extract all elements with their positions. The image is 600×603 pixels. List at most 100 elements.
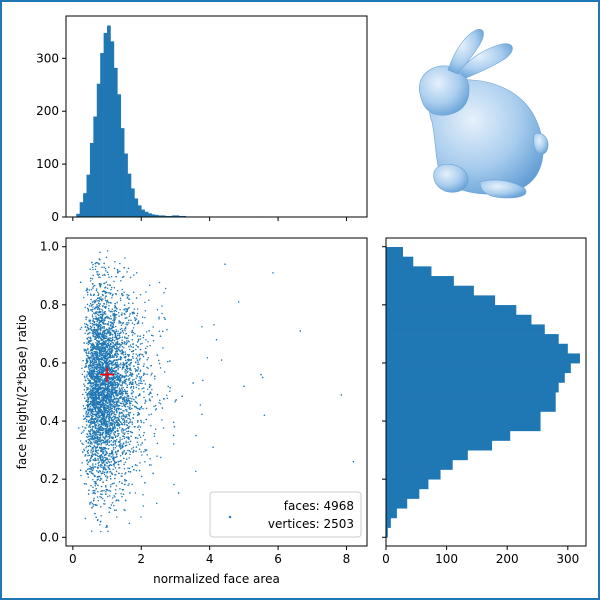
scatter-point	[107, 349, 109, 351]
scatter-point	[89, 420, 91, 422]
scatter-point	[110, 424, 112, 426]
scatter-point	[89, 371, 91, 373]
scatter-point	[134, 426, 136, 428]
top-hist-bar	[121, 128, 125, 217]
scatter-point	[136, 357, 138, 359]
scatter-point	[130, 346, 132, 348]
scatter-point	[119, 437, 121, 439]
scatter-point	[118, 405, 120, 407]
scatter-point	[91, 374, 93, 376]
scatter-point	[110, 378, 112, 380]
scatter-point	[135, 437, 137, 439]
scatter-point	[121, 417, 123, 419]
scatter-point	[97, 300, 99, 302]
scatter-point	[112, 412, 114, 414]
scatter-point	[98, 293, 100, 295]
scatter-point	[90, 338, 92, 340]
scatter-point	[111, 387, 113, 389]
scatter-point	[140, 444, 142, 446]
scatter-point	[107, 403, 109, 405]
scatter-point	[109, 462, 111, 464]
scatter-point	[165, 288, 167, 290]
scatter-point	[87, 389, 89, 391]
scatter-point	[110, 361, 112, 363]
scatter-point	[97, 365, 99, 367]
scatter-point	[114, 397, 116, 399]
scatter-point	[92, 316, 94, 318]
scatter-point	[88, 409, 90, 411]
scatter-point	[109, 453, 111, 455]
scatter-point	[109, 458, 111, 460]
scatter-point	[91, 383, 93, 385]
scatter-point	[95, 338, 97, 340]
scatter-point	[125, 380, 127, 382]
scatter-point	[115, 436, 117, 438]
scatter-point	[107, 272, 109, 274]
scatter-point	[163, 317, 165, 319]
scatter-point	[109, 349, 111, 351]
scatter-point	[89, 410, 91, 412]
scatter-point	[140, 353, 142, 355]
scatter-point	[102, 456, 104, 458]
scatter-point	[92, 306, 94, 308]
scatter-point	[107, 345, 109, 347]
scatter-point	[91, 378, 93, 380]
scatter-point	[130, 441, 132, 443]
scatter-point	[115, 342, 117, 344]
scatter-point	[99, 303, 101, 305]
scatter-point	[94, 327, 96, 329]
scatter-point	[150, 464, 152, 466]
scatter-point	[124, 434, 126, 436]
scatter-point	[124, 432, 126, 434]
scatter-point	[122, 367, 124, 369]
scatter-point	[140, 420, 142, 422]
scatter-point	[115, 374, 117, 376]
scatter-point	[100, 324, 102, 326]
scatter-point	[92, 398, 94, 400]
scatter-point	[160, 457, 162, 459]
scatter-point	[111, 372, 113, 374]
scatter-point	[80, 281, 82, 283]
scatter-point	[110, 351, 112, 353]
scatter-point	[125, 317, 127, 319]
scatter-point	[83, 348, 85, 350]
scatter-point	[93, 382, 95, 384]
scatter-point	[154, 378, 156, 380]
scatter-point	[113, 465, 115, 467]
scatter-point	[149, 345, 151, 347]
scatter-point	[88, 344, 90, 346]
scatter-point	[123, 354, 125, 356]
scatter-point	[102, 364, 104, 366]
scatter-point	[112, 426, 114, 428]
scatter-point	[97, 292, 99, 294]
scatter-point	[92, 371, 94, 373]
scatter-point	[120, 421, 122, 423]
scatter-point	[83, 430, 85, 432]
scatter-point	[99, 359, 101, 361]
scatter-point	[144, 402, 146, 404]
scatter-point	[130, 372, 132, 374]
scatter-point	[89, 358, 91, 360]
scatter-point	[143, 363, 145, 365]
scatter-point	[91, 372, 93, 374]
scatter-point	[90, 501, 92, 503]
scatter-point	[147, 368, 149, 370]
scatter-point	[100, 493, 102, 495]
scatter-point	[89, 369, 91, 371]
scatter-point	[113, 399, 115, 401]
scatter-point	[131, 398, 133, 400]
scatter-point	[121, 392, 123, 394]
scatter-point	[94, 513, 96, 515]
scatter-point	[107, 347, 109, 349]
scatter-point	[100, 351, 102, 353]
scatter-point	[132, 432, 134, 434]
scatter-point	[92, 439, 94, 441]
scatter-point	[143, 432, 145, 434]
scatter-point	[101, 443, 103, 445]
scatter-point	[104, 406, 106, 408]
scatter-point	[130, 387, 132, 389]
scatter-point	[92, 415, 94, 417]
scatter-point	[86, 376, 88, 378]
scatter-point	[125, 362, 127, 364]
